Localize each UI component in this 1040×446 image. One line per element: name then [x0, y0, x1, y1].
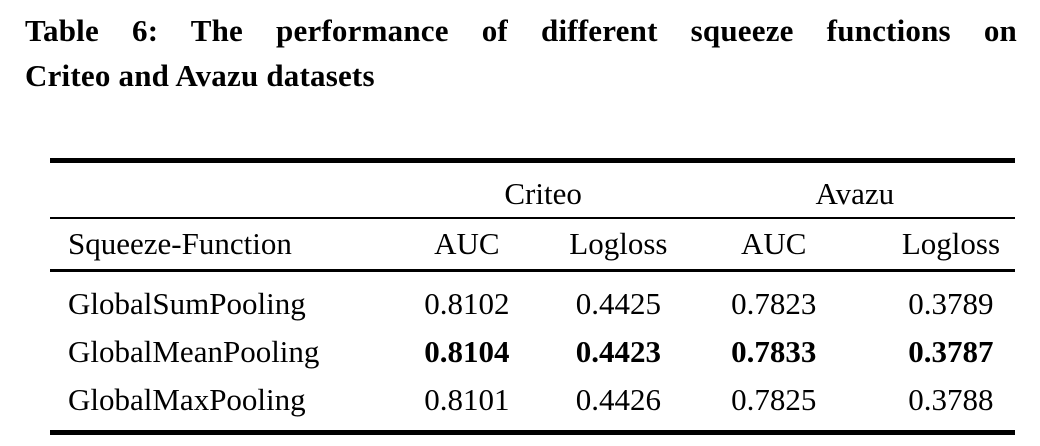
cell-criteo-logloss: 0.4423: [575, 334, 661, 369]
cell-function: GlobalMeanPooling: [68, 334, 320, 369]
cell-avazu-logloss: 0.3788: [908, 382, 994, 417]
column-header-avazu-logloss: Logloss: [852, 218, 1015, 272]
dataset-group-header-row: Criteo Avazu: [50, 160, 1015, 219]
cell-criteo-logloss: 0.4426: [575, 382, 661, 417]
cell-avazu-auc: 0.7833: [731, 334, 817, 369]
cell-avazu-auc: 0.7823: [731, 286, 817, 321]
cell-criteo-auc: 0.8102: [424, 286, 510, 321]
cell-criteo-logloss: 0.4425: [575, 286, 661, 321]
table-caption-line-2: Criteo and Avazu datasets: [25, 58, 375, 93]
cell-criteo-auc: 0.8104: [424, 334, 510, 369]
column-header-avazu-auc: AUC: [694, 218, 853, 272]
cell-function: GlobalSumPooling: [68, 286, 306, 321]
table-row-globalmaxpooling: GlobalMaxPooling 0.8101 0.4426 0.7825 0.…: [50, 376, 1015, 433]
table-row-globalsumpooling: GlobalSumPooling 0.8102 0.4425 0.7823 0.…: [50, 271, 1015, 329]
cell-criteo-auc: 0.8101: [424, 382, 510, 417]
column-header-squeeze-function: Squeeze-Function: [50, 218, 392, 272]
group-header-spacer: [50, 160, 392, 219]
column-header-row: Squeeze-Function AUC Logloss AUC Logloss: [50, 218, 1015, 272]
group-header-criteo: Criteo: [391, 160, 695, 219]
cell-avazu-logloss: 0.3787: [908, 334, 994, 369]
column-header-criteo-logloss: Logloss: [542, 218, 695, 272]
results-table: Criteo Avazu Squeeze-Function AUC Loglos…: [50, 158, 1015, 435]
column-header-criteo-auc: AUC: [391, 218, 543, 272]
cell-function: GlobalMaxPooling: [68, 382, 306, 417]
cell-avazu-auc: 0.7825: [731, 382, 817, 417]
table-row-globalmeanpooling: GlobalMeanPooling 0.8104 0.4423 0.7833 0…: [50, 328, 1015, 376]
cell-avazu-logloss: 0.3789: [908, 286, 994, 321]
group-header-avazu: Avazu: [694, 160, 1015, 219]
table-caption-line-1: Table 6: The performance of different sq…: [25, 13, 1017, 48]
table-caption: Table 6: The performance of different sq…: [25, 8, 1017, 98]
